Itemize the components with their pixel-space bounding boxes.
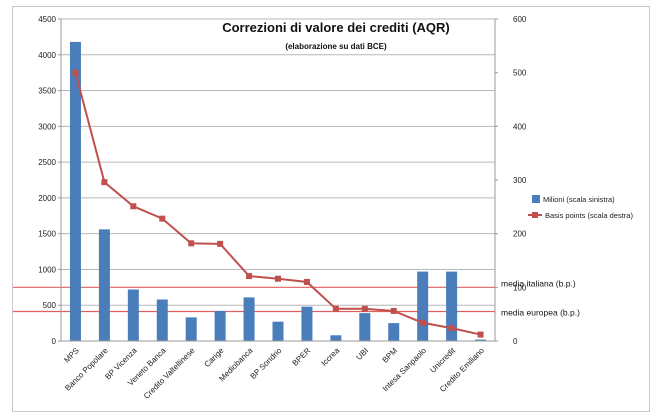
bar-series <box>69 41 487 342</box>
category-label: BP Sondrio <box>249 346 284 381</box>
line-point <box>419 319 426 326</box>
bar <box>388 323 400 341</box>
axes <box>60 19 496 342</box>
legend-label-bars: Milioni (scala sinistra) <box>543 195 615 204</box>
line-point <box>303 278 310 285</box>
left-tick-label: 3000 <box>38 122 56 131</box>
bar <box>156 299 168 341</box>
chart-title: Correzioni di valore dei crediti (AQR) <box>222 20 450 35</box>
category-label: Iccrea <box>320 346 342 368</box>
category-label: MPS <box>62 346 81 365</box>
bar <box>330 335 342 341</box>
reference-line-label: media europea (b.p.) <box>501 307 580 317</box>
left-tick-label: 3500 <box>38 87 56 96</box>
bar <box>214 310 226 341</box>
legend-label-line: Basis points (scala destra) <box>545 211 633 220</box>
line-point <box>101 179 108 186</box>
bar <box>185 317 197 341</box>
bar <box>446 271 458 341</box>
left-tick-label: 0 <box>52 337 57 346</box>
right-tick-label: 300 <box>513 176 527 185</box>
left-tick-label: 4500 <box>38 15 56 24</box>
bar <box>475 339 487 341</box>
left-tick-label: 500 <box>43 301 57 310</box>
reference-line-label: media italiana (b.p.) <box>501 278 576 288</box>
left-axis-ticks: 0 500 1000 1500 2000 2500 3000 3500 4000 4500 <box>38 15 61 346</box>
category-label: Credito Valtellinese <box>142 346 197 401</box>
chart-subtitle: (elaborazione su dati BCE) <box>285 42 387 51</box>
legend-marker-line <box>532 212 538 218</box>
bar <box>359 313 371 341</box>
line-point <box>448 325 455 332</box>
category-label: BPER <box>291 346 313 368</box>
legend: Milioni (scala sinistra) Basis points (s… <box>528 195 633 220</box>
right-axis-ticks: 0 100 200 300 400 500 600 <box>495 15 527 346</box>
right-tick-label: 600 <box>513 15 527 24</box>
line-point <box>275 275 281 282</box>
line-point <box>477 331 484 338</box>
left-tick-label: 2000 <box>38 194 56 203</box>
left-tick-label: 1500 <box>38 230 56 239</box>
line-point <box>72 69 79 76</box>
bar <box>98 229 110 341</box>
left-tick-label: 1000 <box>38 265 56 274</box>
line-point <box>159 215 166 222</box>
category-label: Unicredit <box>428 346 457 375</box>
left-tick-label: 2500 <box>38 158 56 167</box>
right-tick-label: 400 <box>513 122 527 131</box>
line-point <box>390 307 397 314</box>
chart-canvas: media italiana (b.p.) media europea (b.p.… <box>13 15 633 401</box>
category-label: BPM <box>381 346 400 365</box>
bar <box>243 297 255 341</box>
bar <box>301 306 313 341</box>
line-point <box>130 203 137 210</box>
bar <box>127 289 139 341</box>
line-point <box>246 273 253 280</box>
right-tick-label: 200 <box>513 230 527 239</box>
gridlines <box>61 18 495 306</box>
line-point <box>361 305 368 312</box>
category-label: Carige <box>203 346 226 369</box>
legend-swatch-bars <box>532 195 540 203</box>
bar <box>272 321 284 341</box>
chart-frame: media italiana (b.p.) media europea (b.p.… <box>12 6 650 412</box>
category-label: UBI <box>354 346 370 362</box>
right-tick-label: 0 <box>513 337 518 346</box>
bar <box>417 271 429 341</box>
line-point <box>217 240 224 247</box>
line-point <box>332 305 339 312</box>
line-series <box>72 69 484 338</box>
bar <box>69 41 81 342</box>
left-tick-label: 4000 <box>38 51 56 60</box>
line-point <box>188 240 195 247</box>
right-tick-label: 100 <box>513 283 527 292</box>
right-tick-label: 500 <box>513 69 527 78</box>
